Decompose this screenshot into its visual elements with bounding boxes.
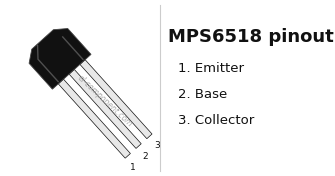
Polygon shape <box>29 29 91 89</box>
Polygon shape <box>58 79 130 158</box>
Text: 2: 2 <box>143 152 148 161</box>
Polygon shape <box>69 70 141 148</box>
Polygon shape <box>80 60 152 139</box>
Text: 3: 3 <box>154 141 160 150</box>
Text: el-component.com: el-component.com <box>76 73 134 129</box>
Text: 3. Collector: 3. Collector <box>178 114 254 127</box>
Text: MPS6518 pinout: MPS6518 pinout <box>168 28 334 46</box>
Text: 2. Base: 2. Base <box>178 87 227 100</box>
Text: 1: 1 <box>130 163 136 172</box>
Text: 1. Emitter: 1. Emitter <box>178 61 244 74</box>
